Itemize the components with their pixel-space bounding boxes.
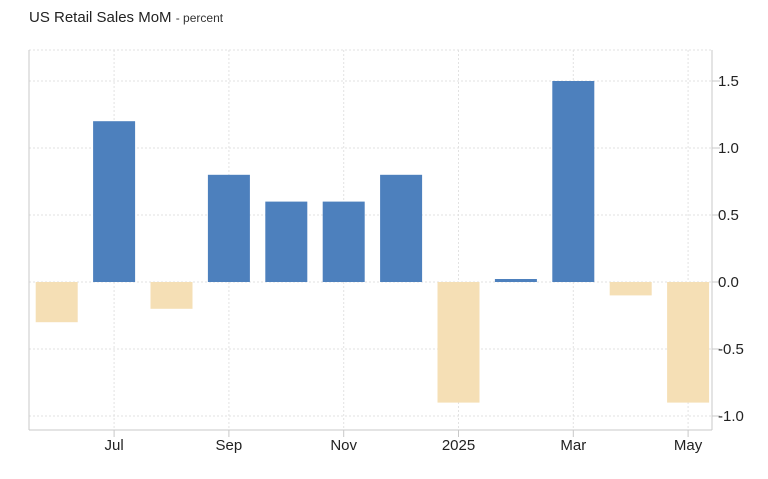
x-tick-label: Mar bbox=[560, 437, 586, 454]
x-tick-label: Sep bbox=[216, 437, 243, 454]
x-tick-label: May bbox=[674, 437, 703, 454]
chart-title: US Retail Sales MoM - percent bbox=[29, 9, 223, 26]
chart-title-text: US Retail Sales MoM bbox=[29, 9, 172, 26]
bar-10[interactable] bbox=[552, 81, 595, 282]
bar-layer bbox=[35, 81, 710, 403]
bar-1[interactable] bbox=[35, 282, 78, 323]
y-tick-label: 0.0 bbox=[718, 274, 739, 291]
bar-2[interactable] bbox=[93, 121, 136, 282]
bar-5[interactable] bbox=[265, 201, 308, 282]
y-tick-label: -1.0 bbox=[718, 408, 744, 425]
x-tick-label: Jul bbox=[105, 437, 124, 454]
bar-7[interactable] bbox=[380, 174, 423, 282]
x-tick-label: 2025 bbox=[442, 437, 475, 454]
bar-9[interactable] bbox=[494, 279, 537, 282]
bar-8[interactable] bbox=[437, 282, 480, 403]
x-tick-label: Nov bbox=[330, 437, 357, 454]
y-tick-label: -0.5 bbox=[718, 341, 744, 358]
bar-3[interactable] bbox=[150, 282, 193, 309]
bar-4[interactable] bbox=[207, 174, 250, 282]
chart-subtitle: - percent bbox=[175, 11, 224, 25]
bar-11[interactable] bbox=[609, 282, 652, 296]
bar-12[interactable] bbox=[667, 282, 710, 403]
y-tick-label: 1.0 bbox=[718, 140, 739, 157]
label-layer: 1.5 1.0 0.5 0.0 -0.5 -1.0 Jul Sep Nov 2025 Mar May bbox=[105, 73, 744, 454]
axis-layer bbox=[28, 50, 720, 437]
y-tick-label: 0.5 bbox=[718, 207, 739, 224]
y-tick-label: 1.5 bbox=[718, 73, 739, 90]
bar-6[interactable] bbox=[322, 201, 365, 282]
